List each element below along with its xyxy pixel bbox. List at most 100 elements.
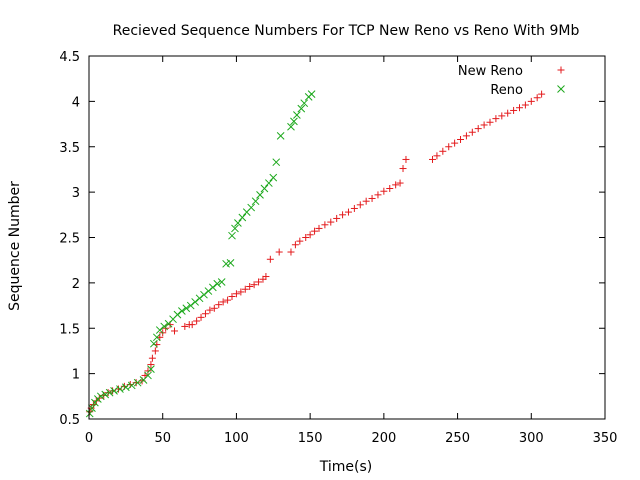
data-point-reno [204, 287, 213, 295]
data-point-reno [160, 322, 169, 331]
data-point-reno [101, 390, 110, 399]
y-tick-label: 3.5 [59, 141, 80, 156]
data-point-reno [85, 409, 94, 418]
data-point-reno [155, 326, 164, 334]
data-point-new-reno [109, 387, 117, 395]
data-point-new-reno [144, 367, 152, 375]
data-point-new-reno [306, 231, 314, 239]
legend-label-new-reno: New Reno [458, 64, 523, 79]
data-point-new-reno [451, 139, 459, 147]
data-point-new-reno [302, 234, 310, 241]
legend-marker-reno [557, 85, 565, 93]
data-point-reno [200, 290, 208, 299]
data-point-reno [147, 365, 155, 373]
data-point-reno [272, 158, 281, 167]
data-point-new-reno [181, 322, 189, 330]
data-point-reno [231, 224, 239, 233]
data-point-new-reno [356, 201, 364, 209]
data-point-reno [133, 378, 142, 387]
data-point-new-reno [132, 379, 140, 387]
data-point-new-reno [433, 152, 441, 160]
data-point-reno [228, 231, 236, 240]
data-point-new-reno [246, 283, 254, 291]
x-tick-label: 50 [154, 431, 171, 446]
data-point-new-reno [492, 115, 500, 123]
data-point-reno [307, 90, 316, 98]
data-point-new-reno [362, 197, 370, 205]
data-point-new-reno [188, 321, 196, 329]
data-point-new-reno [201, 310, 209, 318]
data-point-new-reno [237, 288, 245, 296]
data-point-new-reno [148, 354, 156, 362]
data-point-reno [293, 111, 301, 119]
data-point-new-reno [402, 155, 410, 163]
data-point-new-reno [197, 313, 205, 321]
ticks: 0 50 100 150 200 250 300 350 0.5 1 1.5 2 2.5 3 3.5 4 4.5 [59, 50, 617, 446]
legend-marker-new-reno [557, 66, 565, 74]
data-point-new-reno [315, 224, 323, 232]
plot-frame [88, 55, 606, 420]
data-point-new-reno [439, 147, 447, 155]
y-tick-label: 4.5 [59, 50, 80, 65]
data-point-new-reno [206, 306, 214, 314]
data-point-new-reno [445, 143, 453, 151]
data-point-new-reno [538, 90, 546, 98]
data-point-reno [144, 371, 152, 380]
data-point-reno [300, 99, 309, 108]
data-point-reno [186, 301, 195, 310]
data-point-new-reno [368, 194, 376, 202]
data-point-reno [213, 279, 222, 288]
data-point-new-reno [266, 255, 274, 263]
data-point-reno [247, 203, 256, 212]
data-point-new-reno [392, 181, 400, 189]
data-point-reno [110, 387, 118, 395]
x-tick-label: 150 [298, 431, 323, 446]
data-point-reno [287, 122, 295, 131]
y-tick-label: 1.5 [59, 322, 80, 337]
data-point-new-reno [147, 361, 155, 369]
y-tick-label: 2.5 [59, 232, 80, 247]
data-point-new-reno [457, 135, 465, 143]
data-point-new-reno [504, 109, 512, 117]
y-tick-label: 3 [72, 186, 80, 201]
legend-marker-reno [557, 85, 565, 93]
data-point-new-reno [350, 204, 358, 212]
data-point-new-reno [510, 106, 518, 114]
data-point-new-reno [232, 290, 240, 298]
data-point-new-reno [241, 285, 249, 293]
data-point-new-reno [291, 241, 299, 249]
data-point-new-reno [171, 327, 179, 335]
data-point-new-reno [215, 301, 223, 309]
data-point-new-reno [296, 237, 304, 245]
data-point-new-reno [321, 221, 329, 229]
data-point-new-reno [287, 248, 295, 256]
points [85, 90, 546, 418]
data-point-reno [217, 278, 226, 286]
data-point-reno [276, 132, 285, 140]
data-point-reno [173, 310, 182, 319]
chart-title: Recieved Sequence Numbers For TCP New Re… [113, 23, 580, 39]
data-point-reno [122, 383, 130, 392]
data-point-reno [150, 339, 158, 348]
x-tick-label: 350 [593, 431, 618, 446]
data-point-reno [265, 179, 273, 187]
data-point-new-reno [193, 317, 201, 325]
x-tick-label: 200 [371, 431, 396, 446]
data-point-reno [260, 184, 269, 193]
data-point-new-reno [533, 94, 541, 102]
legend-marker-new-reno [557, 66, 565, 74]
data-point-new-reno [219, 298, 227, 306]
data-point-reno [238, 213, 247, 222]
data-point-new-reno [386, 184, 394, 192]
data-point-reno [182, 304, 191, 313]
data-point-reno [96, 392, 105, 401]
x-tick-label: 300 [519, 431, 544, 446]
data-point-new-reno [498, 112, 506, 120]
data-point-new-reno [468, 128, 476, 136]
data-point-reno [251, 197, 260, 206]
data-point-new-reno [462, 132, 470, 140]
x-axis-label: Time(s) [319, 459, 372, 475]
data-point-new-reno [515, 104, 523, 112]
data-point-reno [226, 259, 235, 267]
legend: New Reno Reno [458, 64, 565, 98]
